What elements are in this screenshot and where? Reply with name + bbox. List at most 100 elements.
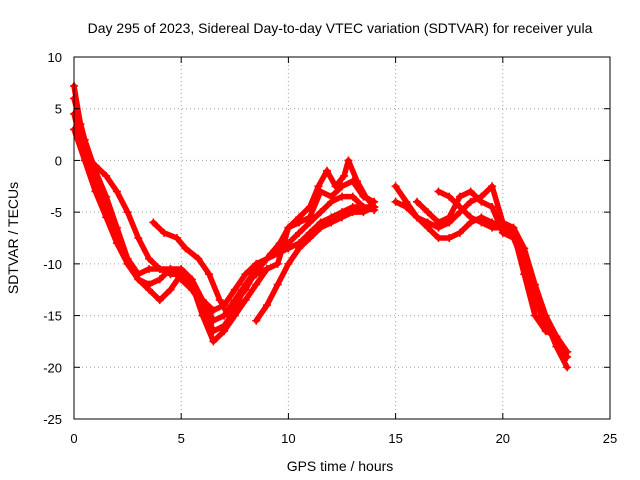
data-point-marker xyxy=(241,296,250,305)
data-point-marker xyxy=(209,306,218,315)
data-point-marker xyxy=(145,280,154,289)
data-point-marker xyxy=(215,296,224,305)
data-point-marker xyxy=(267,249,276,258)
data-point-marker xyxy=(295,213,304,222)
data-series xyxy=(70,81,572,372)
x-tick-label: 10 xyxy=(281,431,295,446)
data-point-marker xyxy=(552,332,561,341)
plot-frame xyxy=(73,56,611,420)
x-tick-label: 25 xyxy=(603,431,617,446)
data-point-marker xyxy=(155,265,164,274)
data-point-marker xyxy=(166,285,175,294)
data-point-marker xyxy=(402,202,411,211)
data-point-marker xyxy=(455,228,464,237)
data-point-marker xyxy=(284,244,293,253)
data-point-marker xyxy=(209,327,218,336)
y-axis-ticks: 10 5 0 -5 -10 -15 -20 -25 xyxy=(43,50,610,427)
data-point-marker xyxy=(455,192,464,201)
data-point-marker xyxy=(305,213,314,222)
data-point-marker xyxy=(541,327,550,336)
data-point-marker xyxy=(145,254,154,263)
data-point-marker xyxy=(477,197,486,206)
data-point-marker xyxy=(102,213,111,222)
data-point-marker xyxy=(295,244,304,253)
data-point-marker xyxy=(423,218,432,227)
chart-title: Day 295 of 2023, Sidereal Day-to-day VTE… xyxy=(88,20,593,36)
series-arc-2 xyxy=(71,95,377,324)
data-point-marker xyxy=(327,192,336,201)
data-point-marker xyxy=(112,187,121,196)
data-point-marker xyxy=(209,337,218,346)
data-point-marker xyxy=(338,192,346,201)
data-point-marker xyxy=(172,234,181,242)
data-point-marker xyxy=(91,187,100,196)
series-arc-5 xyxy=(150,157,377,319)
y-tick-label: -10 xyxy=(43,257,62,272)
data-point-marker xyxy=(445,234,454,242)
data-point-marker xyxy=(284,223,293,232)
x-axis-ticks: 0 5 10 15 20 25 xyxy=(70,57,617,446)
data-point-marker xyxy=(344,156,353,165)
data-point-marker xyxy=(434,218,443,227)
data-point-marker xyxy=(232,296,241,305)
data-point-marker xyxy=(338,213,346,222)
data-point-marker xyxy=(155,275,164,284)
y-tick-label: -20 xyxy=(43,360,62,375)
data-point-marker xyxy=(220,321,229,330)
y-tick-label: -5 xyxy=(50,205,62,220)
data-point-marker xyxy=(563,363,572,372)
x-axis-label: GPS time / hours xyxy=(287,458,394,474)
data-point-marker xyxy=(477,218,486,227)
data-point-marker xyxy=(80,156,89,165)
data-point-marker xyxy=(273,280,282,289)
data-point-marker xyxy=(134,234,143,242)
x-tick-label: 15 xyxy=(388,431,402,446)
data-point-marker xyxy=(509,228,518,237)
data-point-marker xyxy=(102,192,111,201)
data-point-marker xyxy=(348,208,357,217)
data-point-marker xyxy=(563,347,572,356)
data-point-marker xyxy=(262,265,271,274)
data-point-marker xyxy=(322,166,331,175)
data-point-marker xyxy=(413,213,422,222)
data-point-marker xyxy=(445,213,454,222)
data-point-marker xyxy=(327,218,336,227)
data-point-marker xyxy=(160,228,169,237)
data-point-marker xyxy=(155,296,164,305)
data-point-marker xyxy=(423,208,432,217)
data-point-marker xyxy=(434,234,443,242)
data-point-marker xyxy=(123,208,132,217)
data-point-marker xyxy=(305,234,314,242)
data-point-marker xyxy=(520,270,529,279)
data-point-marker xyxy=(91,161,100,170)
data-point-marker xyxy=(123,259,132,268)
data-point-marker xyxy=(455,202,464,211)
data-point-marker xyxy=(361,192,370,201)
data-point-marker xyxy=(224,311,233,320)
data-point-marker xyxy=(445,192,454,201)
data-point-marker xyxy=(316,223,325,232)
data-point-marker xyxy=(488,223,497,232)
data-point-marker xyxy=(112,239,121,248)
data-point-marker xyxy=(252,316,261,325)
data-point-marker xyxy=(434,187,443,196)
data-point-marker xyxy=(166,265,175,274)
data-point-marker xyxy=(181,244,190,253)
data-point-marker xyxy=(275,239,284,248)
data-point-marker xyxy=(391,182,400,191)
data-point-marker xyxy=(262,301,271,310)
data-point-marker xyxy=(488,202,497,211)
data-point-marker xyxy=(370,202,379,211)
y-axis-label: SDTVAR / TECUs xyxy=(5,182,21,294)
y-tick-label: -15 xyxy=(43,309,62,324)
x-tick-label: 5 xyxy=(178,431,185,446)
data-point-marker xyxy=(295,228,304,237)
data-point-marker xyxy=(284,259,293,268)
data-point-marker xyxy=(498,223,507,232)
y-tick-label: -25 xyxy=(43,412,62,427)
series-arc-1 xyxy=(71,83,270,345)
data-point-marker xyxy=(205,270,214,279)
data-point-marker xyxy=(466,197,475,206)
data-point-marker xyxy=(112,223,121,232)
